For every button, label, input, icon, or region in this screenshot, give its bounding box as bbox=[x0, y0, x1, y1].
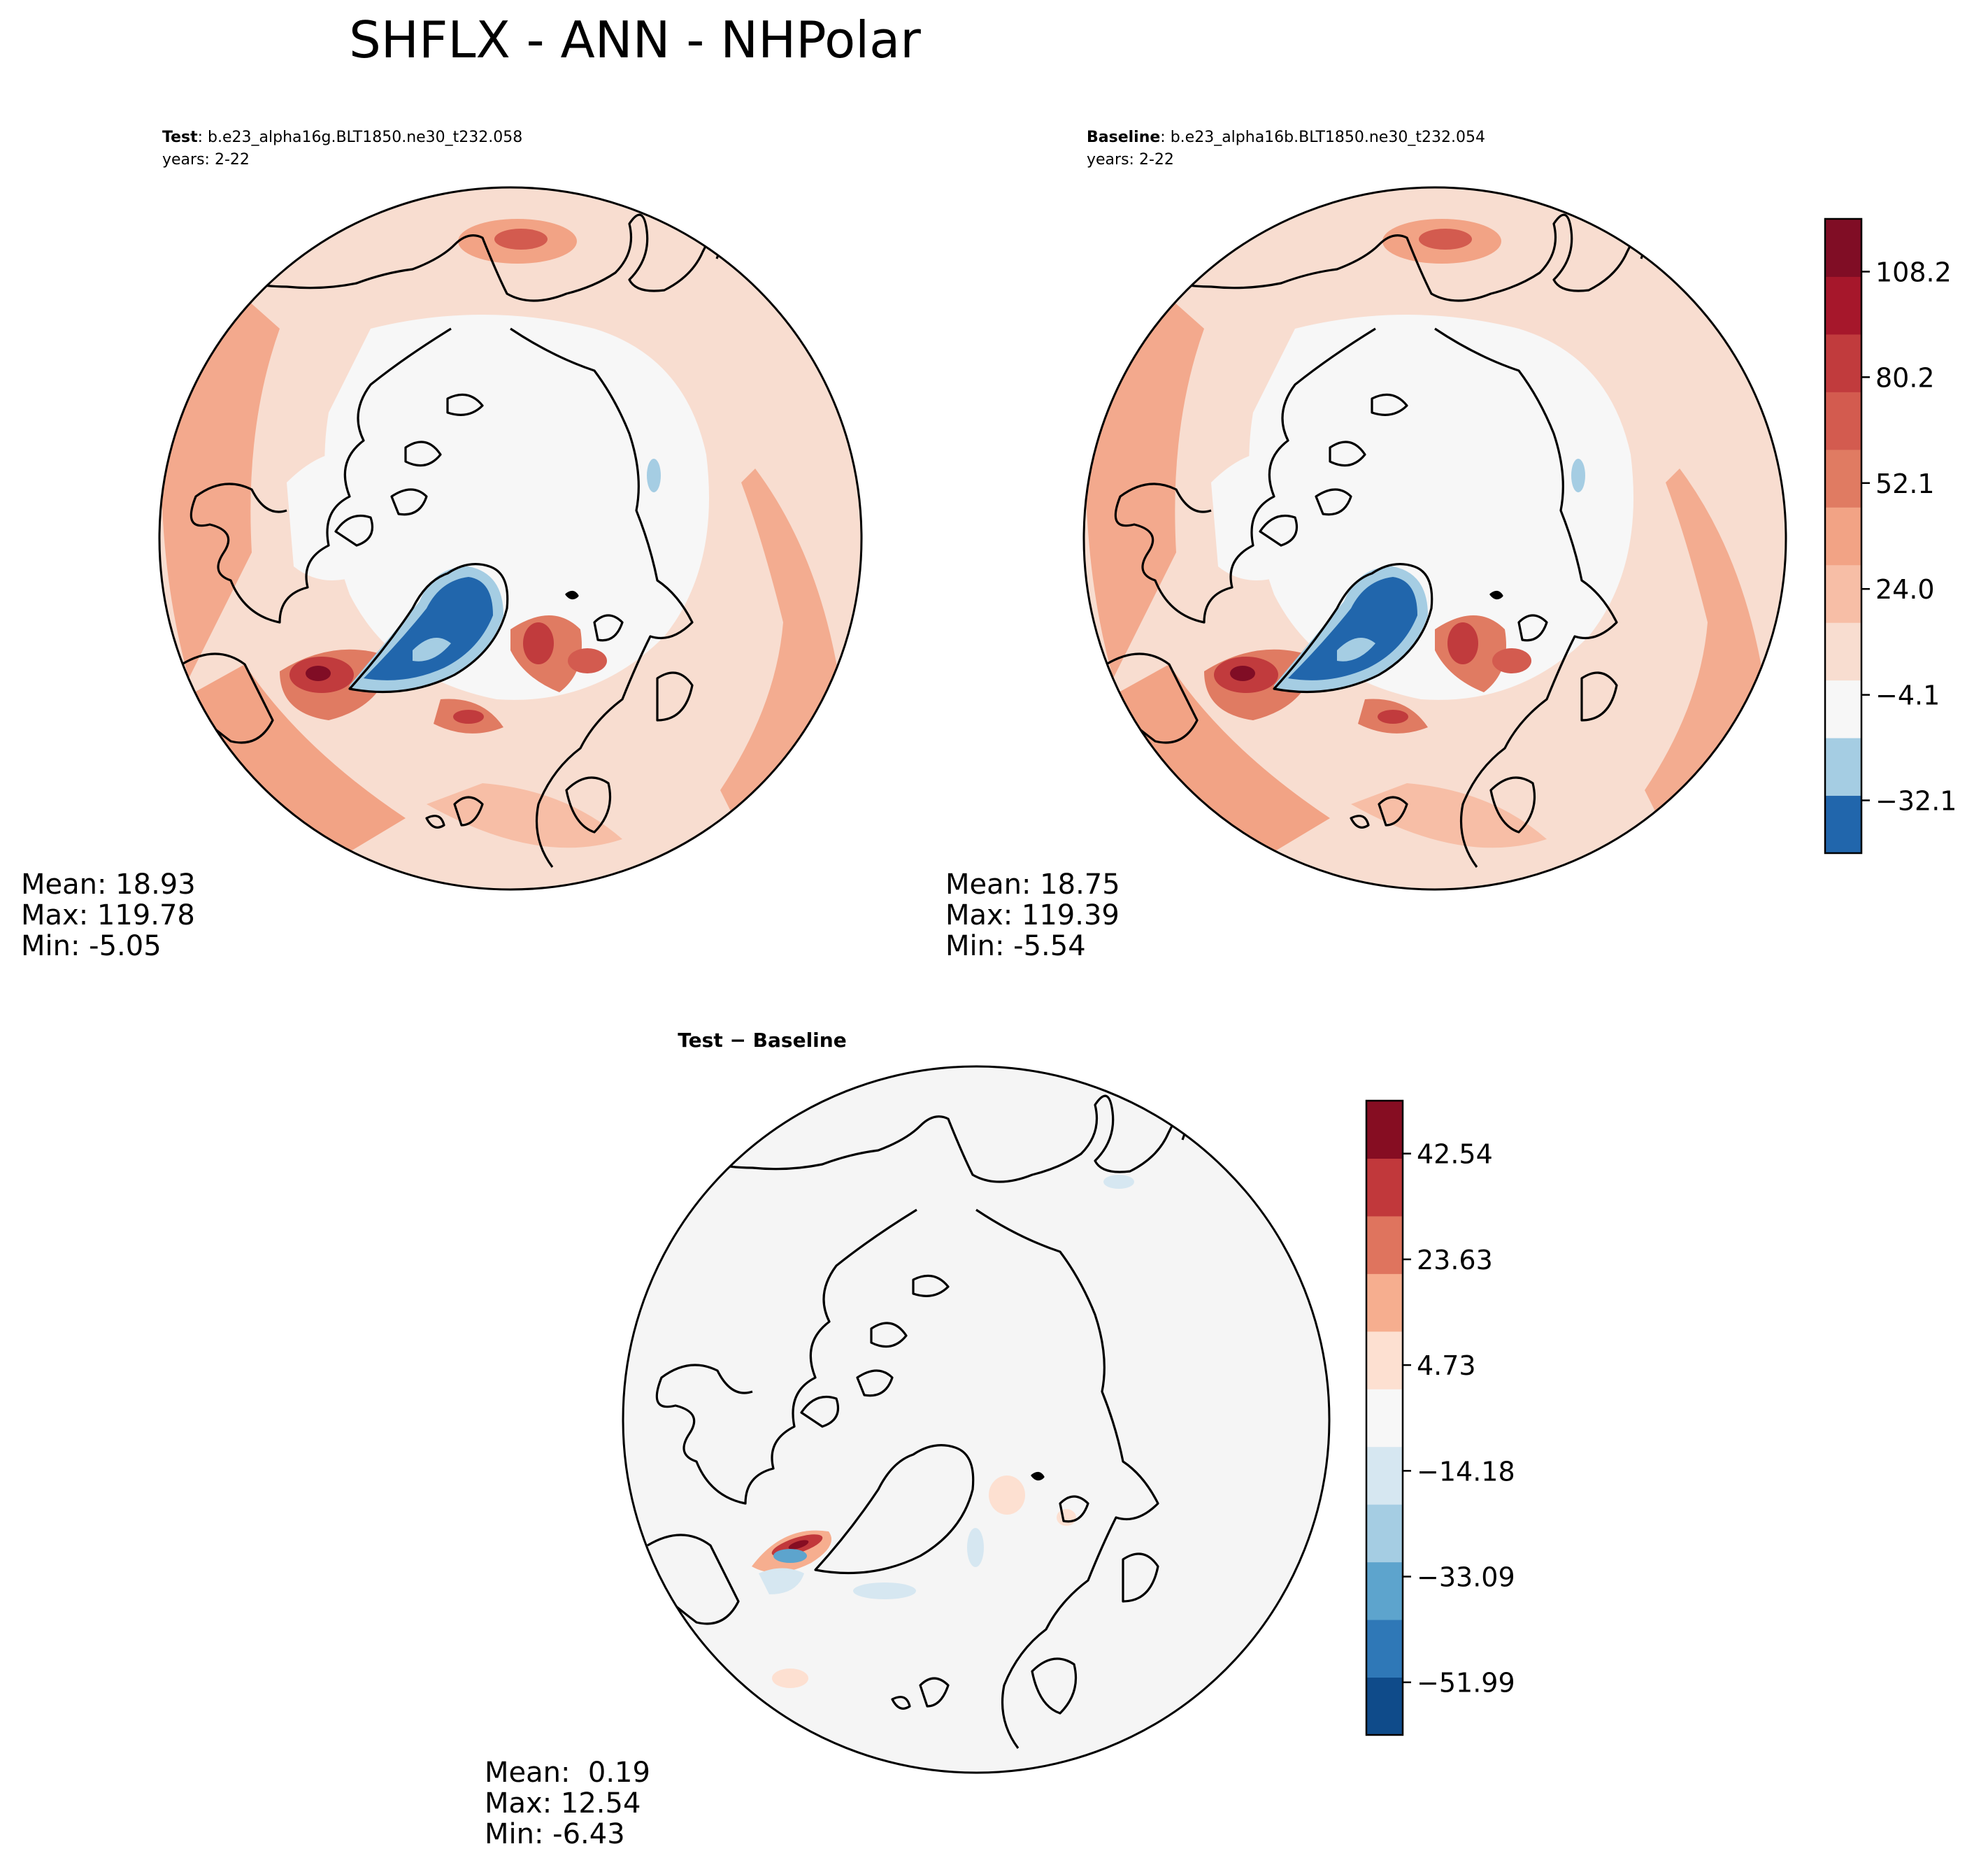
baseline-label-bold: Baseline bbox=[1087, 129, 1160, 146]
test-label-bold: Test bbox=[162, 129, 198, 146]
colorbar-segment bbox=[1825, 507, 1861, 566]
colorbar-border bbox=[1365, 1099, 1404, 1736]
colorbar-segment bbox=[1825, 449, 1861, 508]
colorbar-segment bbox=[1366, 1677, 1403, 1736]
colorbar-segment bbox=[1366, 1389, 1403, 1448]
diff-max: Max: 12.54 bbox=[485, 1787, 641, 1820]
colorbar-segment bbox=[1366, 1446, 1403, 1505]
baseline-mean: Mean: 18.75 bbox=[945, 869, 1120, 901]
colorbar-segment bbox=[1366, 1331, 1403, 1389]
colorbar-tick-label: 23.63 bbox=[1417, 1245, 1493, 1276]
colorbar-tick-label: −32.1 bbox=[1875, 786, 1957, 817]
test-map-border bbox=[158, 186, 863, 891]
colorbar-tick-label: 52.1 bbox=[1875, 469, 1935, 499]
colorbar-segment bbox=[1825, 564, 1861, 623]
colorbar-segment bbox=[1366, 1273, 1403, 1332]
colorbar-segment bbox=[1366, 1158, 1403, 1217]
test-years: years: 2-22 bbox=[162, 151, 250, 169]
baseline-max: Max: 119.39 bbox=[945, 899, 1120, 931]
test-map bbox=[159, 187, 861, 889]
baseline-panel-label: Baseline: b.e23_alpha16b.BLT1850.ne30_t2… bbox=[1087, 129, 1485, 146]
baseline-label-run: : b.e23_alpha16b.BLT1850.ne30_t232.054 bbox=[1160, 129, 1485, 146]
test-min: Min: -5.05 bbox=[21, 930, 162, 962]
colorbar-tick-label: −14.18 bbox=[1417, 1456, 1515, 1487]
baseline-map bbox=[1084, 187, 1786, 889]
colorbar-segment bbox=[1825, 738, 1861, 796]
test-label-run: : b.e23_alpha16g.BLT1850.ne30_t232.058 bbox=[198, 129, 523, 146]
diff-panel-label: Test − Baseline bbox=[678, 1029, 846, 1052]
baseline-years: years: 2-22 bbox=[1087, 151, 1174, 169]
colorbar-segment bbox=[1825, 334, 1861, 392]
colorbar-segment bbox=[1825, 680, 1861, 738]
colorbar-segment bbox=[1825, 219, 1861, 277]
diff-map-border bbox=[622, 1065, 1331, 1774]
diff-mean: Mean: 0.19 bbox=[485, 1757, 650, 1789]
baseline-min: Min: -5.54 bbox=[945, 930, 1086, 962]
baseline-panel: Baseline: b.e23_alpha16b.BLT1850.ne30_t2… bbox=[945, 129, 1787, 962]
test-max: Max: 119.78 bbox=[21, 899, 195, 931]
colorbar-tick-label: −4.1 bbox=[1875, 680, 1940, 711]
diff-min: Min: -6.43 bbox=[485, 1818, 625, 1850]
diff-map bbox=[623, 1066, 1329, 1773]
colorbar-tick-label: 108.2 bbox=[1875, 257, 1952, 287]
colorbar-tick-label: 24.0 bbox=[1875, 574, 1935, 605]
colorbar-tick-label: 42.54 bbox=[1417, 1139, 1493, 1170]
colorbar-segment bbox=[1366, 1562, 1403, 1620]
diff-colorbar: 42.54 23.63 4.73 −14.18 −33.09 −51.99 bbox=[1365, 1099, 1515, 1736]
colorbar-tick-label: −33.09 bbox=[1417, 1562, 1515, 1593]
colorbar-tick-label: 4.73 bbox=[1417, 1350, 1476, 1381]
colorbar-tick-label: 80.2 bbox=[1875, 362, 1935, 393]
colorbar-segment bbox=[1366, 1101, 1403, 1159]
colorbar-segment bbox=[1366, 1215, 1403, 1274]
test-panel-label: Test: b.e23_alpha16g.BLT1850.ne30_t232.0… bbox=[162, 129, 522, 146]
diff-panel: Test − Baseline Mean: 0.19 Max: 12.54 Mi… bbox=[485, 1029, 1331, 1850]
colorbar-segment bbox=[1825, 622, 1861, 681]
colorbar-segment bbox=[1825, 795, 1861, 854]
colorbar-segment bbox=[1366, 1504, 1403, 1563]
colorbar-border bbox=[1824, 217, 1863, 855]
figure-title: SHFLX - ANN - NHPolar bbox=[349, 10, 921, 69]
test-mean: Mean: 18.93 bbox=[21, 869, 196, 901]
test-panel: Test: b.e23_alpha16g.BLT1850.ne30_t232.0… bbox=[21, 129, 863, 962]
colorbar-segment bbox=[1825, 276, 1861, 335]
colorbar-segment bbox=[1825, 392, 1861, 450]
colorbar-segment bbox=[1366, 1620, 1403, 1678]
baseline-map-border bbox=[1082, 186, 1787, 891]
colorbar-tick-label: −51.99 bbox=[1417, 1668, 1515, 1699]
main-colorbar: 108.2 80.2 52.1 24.0 −4.1 −32.1 bbox=[1824, 217, 1957, 855]
